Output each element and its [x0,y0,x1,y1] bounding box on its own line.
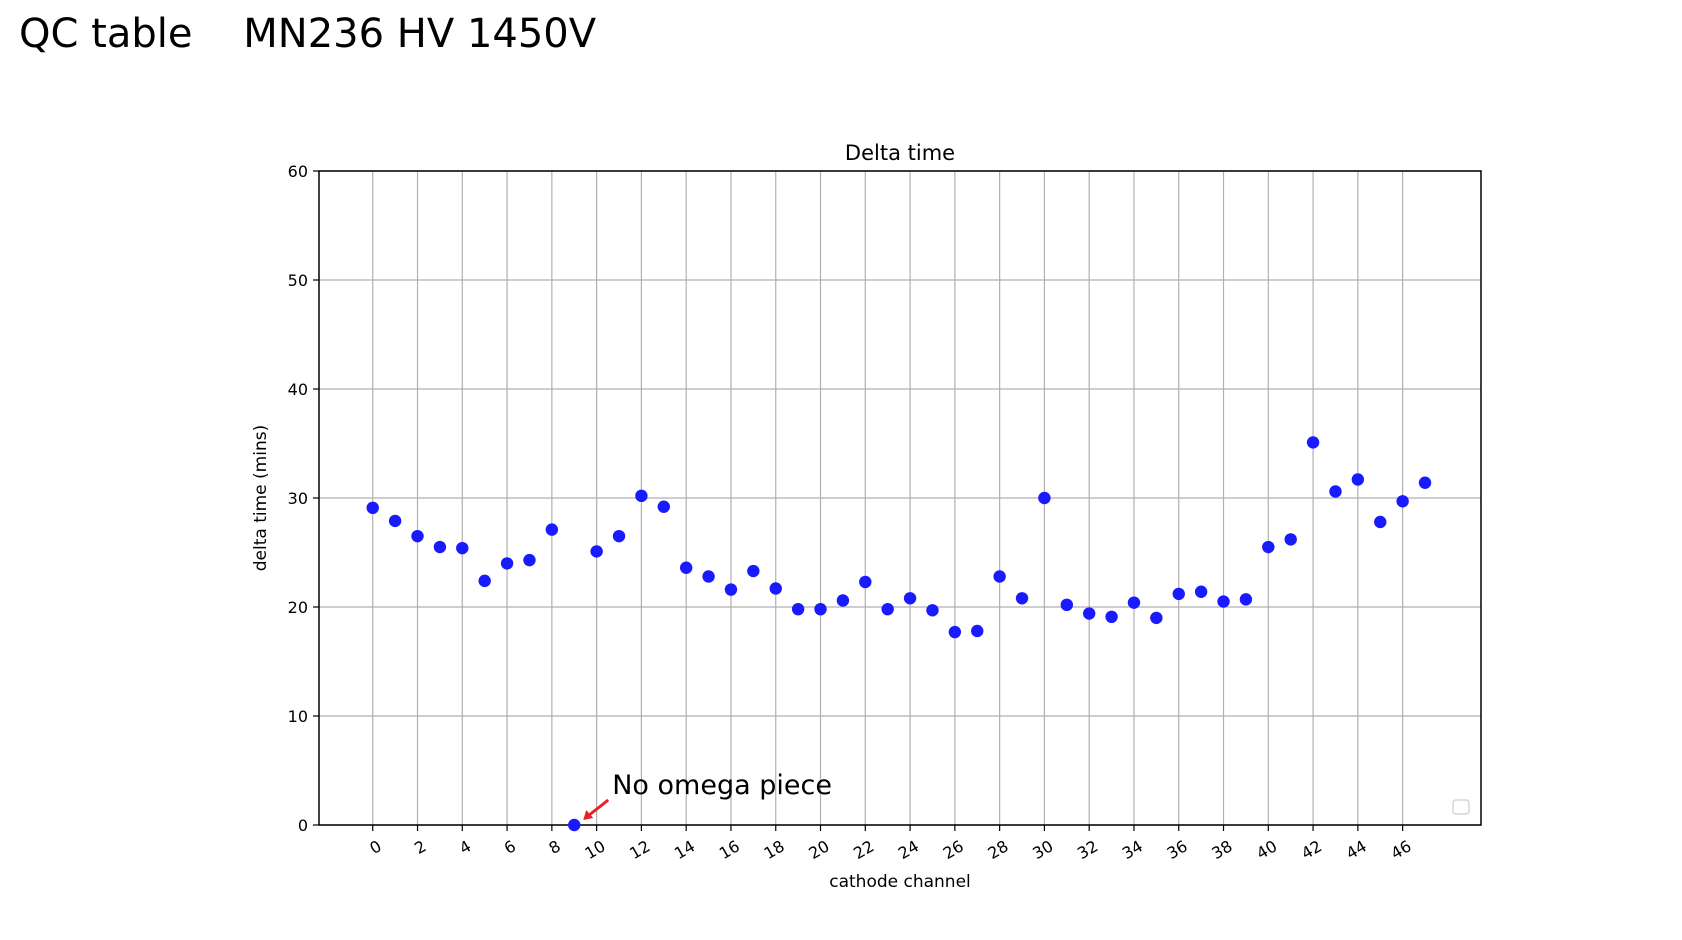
data-point [635,489,648,503]
x-axis-label: cathode channel [829,872,971,892]
x-tick-label: 30 [1029,836,1056,863]
data-point [1217,595,1230,608]
y-tick-label: 10 [288,707,308,726]
data-point [500,557,514,570]
data-point [1418,476,1432,489]
data-point [568,818,581,832]
data-point [1239,593,1253,606]
data-point [1105,610,1118,624]
data-point [523,553,536,567]
x-tick-label: 20 [805,836,832,863]
data-point [724,583,738,596]
data-point [1374,515,1387,529]
y-tick-label: 60 [288,162,308,181]
data-point [545,523,559,536]
x-tick-label: 22 [850,836,877,863]
data-point [1262,540,1275,554]
annotation: No omega piece [583,770,832,820]
data-point [612,529,626,543]
data-point [926,604,939,617]
x-tick-label: 0 [366,836,384,858]
data-point [388,514,402,528]
data-point [993,570,1006,583]
legend-box [1452,799,1470,815]
x-tick-label: 42 [1298,836,1325,863]
grid [319,170,1481,826]
y-axis: 0 10 20 30 40 50 60 [288,162,319,835]
y-tick-label: 50 [288,271,308,290]
data-point [411,529,424,543]
x-tick-label: 24 [895,836,922,863]
data-point [1150,611,1163,625]
data-point [456,541,469,555]
data-point [1172,587,1185,601]
data-point [1015,592,1029,605]
x-tick-label: 26 [940,836,967,863]
x-tick-label: 44 [1343,836,1370,863]
data-point [657,500,670,513]
data-points [366,436,1432,832]
data-point [971,624,984,638]
x-tick-label: 8 [546,836,564,858]
x-tick-label: 36 [1164,836,1191,863]
annotation-arrow [588,798,610,817]
data-point [903,592,917,605]
x-tick-label: 28 [985,836,1012,863]
data-point [590,545,603,558]
x-tick-label: 34 [1119,836,1146,863]
data-point [948,625,962,639]
data-point [1396,495,1409,508]
y-axis-label: delta time (mins) [251,425,271,571]
x-tick-label: 4 [456,836,474,858]
data-point [881,602,894,616]
data-point [1351,473,1365,486]
data-point [1127,596,1141,609]
x-axis: 0 2 4 6 8 10 12 14 16 18 20 22 24 26 28 30 32 34 36 38 40 42 4… [366,825,1415,863]
y-tick-label: 0 [298,816,308,835]
y-tick-label: 20 [288,598,308,617]
data-point [1082,607,1096,620]
slide-title: QC table MN236 HV 1450V [19,11,597,57]
x-tick-label: 18 [761,836,788,863]
x-tick-label: 16 [716,836,743,863]
data-point [1060,598,1073,612]
x-tick-label: 38 [1208,836,1235,863]
data-point [1194,585,1208,598]
data-point [478,574,491,588]
x-tick-label: 40 [1253,836,1280,863]
x-tick-label: 6 [501,836,519,858]
data-point [1038,491,1051,505]
data-point [1329,485,1342,498]
y-tick-label: 30 [288,489,308,508]
data-point [679,561,693,574]
chart-title: Delta time [845,141,955,165]
data-point [366,501,379,515]
x-tick-label: 46 [1388,836,1415,863]
data-point [1306,436,1320,449]
x-tick-label: 32 [1074,836,1101,863]
annotation-text: No omega piece [612,770,832,801]
data-point [433,540,447,554]
y-tick-label: 40 [288,380,308,399]
x-tick-label: 10 [581,836,608,863]
data-point [836,594,850,607]
x-tick-label: 14 [671,836,698,863]
data-point [702,570,715,583]
x-tick-label: 2 [411,836,429,858]
data-point [814,602,827,616]
data-point [791,602,805,616]
data-point [1284,533,1297,546]
annotation-arrowhead [583,810,594,820]
data-point [769,582,782,595]
data-point [747,564,760,578]
data-point [859,575,872,589]
x-tick-label: 12 [626,836,653,863]
